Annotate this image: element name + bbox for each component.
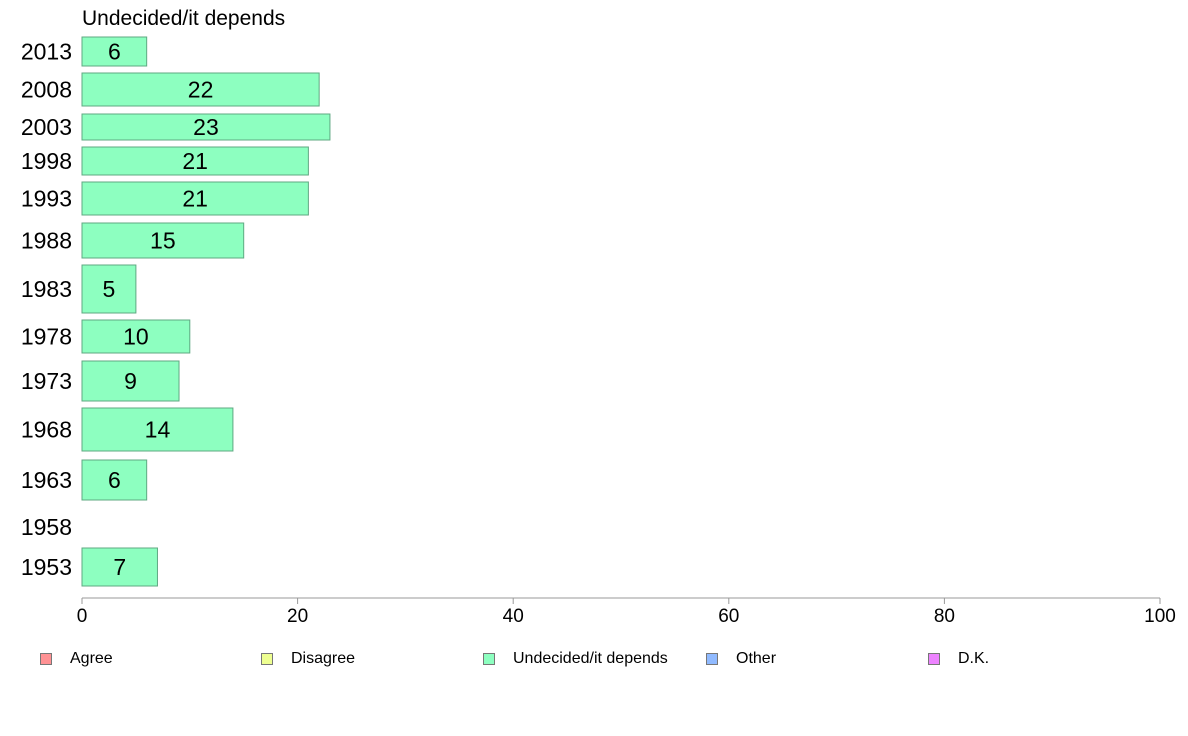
x-tick-label: 40 — [503, 606, 524, 627]
bar-value-label: 15 — [150, 228, 176, 254]
y-tick-label: 1998 — [21, 148, 72, 174]
legend-label: D.K. — [958, 650, 990, 667]
x-tick-label: 60 — [718, 606, 739, 627]
y-tick-label: 2008 — [21, 77, 72, 103]
x-tick-label: 100 — [1144, 606, 1176, 627]
legend-swatch — [261, 653, 273, 665]
y-tick-label: 2003 — [21, 114, 72, 140]
bar — [81, 319, 191, 354]
y-tick-label: 1973 — [21, 368, 72, 394]
y-tick-label: 1963 — [21, 467, 72, 493]
y-tick-label: 1983 — [21, 276, 72, 302]
bar-value-label: 23 — [193, 114, 219, 140]
legend-item: Undecided/it depends — [483, 650, 668, 668]
bar — [81, 360, 180, 402]
y-tick-label: 1993 — [21, 186, 72, 212]
x-tick-label: 20 — [287, 606, 308, 627]
bar — [81, 113, 331, 141]
legend-swatch — [40, 653, 52, 665]
bar — [81, 181, 309, 216]
bar-value-label: 7 — [113, 554, 126, 580]
bar — [81, 36, 148, 67]
bar-value-label: 6 — [108, 467, 121, 493]
y-tick-label: 2013 — [21, 39, 72, 65]
legend-swatch — [706, 653, 718, 665]
bar — [81, 146, 309, 176]
bar-value-label: 6 — [108, 39, 121, 65]
legend: Agree Disagree Undecided/it depends Other D.… — [40, 650, 1180, 674]
bar — [81, 547, 158, 587]
bar — [81, 407, 234, 452]
bar-value-label: 9 — [124, 368, 137, 394]
bar — [81, 222, 245, 259]
legend-item: Other — [706, 650, 776, 668]
y-tick-label: 1968 — [21, 417, 72, 443]
legend-item: D.K. — [928, 650, 989, 668]
bar-value-label: 10 — [123, 324, 149, 350]
legend-label: Agree — [70, 650, 113, 667]
bar — [81, 72, 320, 107]
legend-label: Undecided/it depends — [513, 650, 668, 667]
legend-swatch — [928, 653, 940, 665]
bar-chart: 2013 6 2008 22 2003 23 1998 21 1993 21 1988 15 1983 5… — [21, 36, 1176, 627]
legend-label: Other — [736, 650, 777, 667]
bar — [81, 459, 148, 501]
legend-swatch — [483, 653, 495, 665]
x-tick-label: 80 — [934, 606, 955, 627]
bar-value-label: 14 — [145, 417, 171, 443]
y-tick-label: 1953 — [21, 554, 72, 580]
y-tick-label: 1978 — [21, 324, 72, 350]
bar-value-label: 5 — [103, 276, 116, 302]
bar — [81, 264, 137, 314]
bar-value-label: 21 — [182, 186, 208, 212]
chart-title: Undecided/it depends — [82, 7, 286, 30]
x-axis: 0 20 40 60 80 100 — [77, 597, 1176, 627]
legend-item: Disagree — [261, 650, 355, 668]
y-tick-label: 1958 — [21, 514, 72, 540]
x-tick-label: 0 — [77, 606, 88, 627]
bar-value-label: 21 — [182, 148, 208, 174]
y-tick-label: 1988 — [21, 228, 72, 254]
bar-value-label: 22 — [188, 77, 214, 103]
legend-label: Disagree — [291, 650, 356, 667]
legend-item: Agree — [40, 650, 113, 668]
bars-layer: 2013 6 2008 22 2003 23 1998 21 1993 21 1988 15 1983 5… — [21, 36, 331, 587]
